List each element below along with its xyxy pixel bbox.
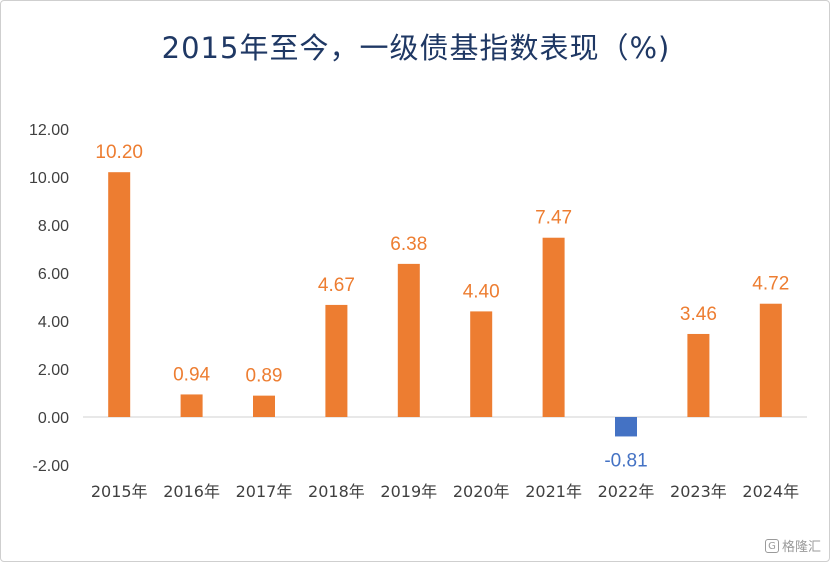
y-tick-label: -2.00 — [33, 458, 70, 475]
x-tick-label: 2024年 — [742, 482, 799, 501]
x-tick-label: 2015年 — [91, 482, 148, 501]
data-label: 7.47 — [535, 208, 572, 229]
x-tick-label: 2019年 — [380, 482, 437, 501]
data-label: 0.89 — [246, 366, 283, 387]
bar — [325, 304, 348, 417]
y-tick-label: 0.00 — [38, 410, 69, 427]
y-tick-label: 8.00 — [38, 218, 69, 235]
y-tick-label: 2.00 — [38, 362, 69, 379]
chart-title: 2015年至今，一级债基指数表现（%) — [161, 31, 671, 65]
data-label: -0.81 — [604, 450, 647, 471]
x-tick-label: 2022年 — [598, 482, 655, 501]
bar — [615, 417, 637, 437]
x-tick-label: 2023年 — [670, 482, 727, 501]
x-tick-label: 2021年 — [525, 482, 582, 501]
data-label: 4.72 — [752, 274, 789, 295]
bar — [759, 303, 782, 417]
x-tick-label: 2016年 — [163, 482, 220, 501]
bar — [397, 263, 420, 417]
watermark: G 格隆汇 — [764, 536, 821, 555]
x-tick-label: 2017年 — [236, 482, 293, 501]
bar — [542, 237, 565, 417]
bar — [253, 395, 275, 417]
x-tick-label: 2018年 — [308, 482, 365, 501]
bar — [470, 311, 493, 417]
x-tick-label: 2020年 — [453, 482, 510, 501]
data-label: 6.38 — [390, 234, 427, 255]
y-tick-label: 6.00 — [38, 266, 69, 283]
bar — [180, 394, 203, 417]
data-label: 4.67 — [318, 275, 355, 296]
watermark-logo-icon: G — [764, 538, 779, 553]
watermark-text: 格隆汇 — [781, 540, 821, 555]
y-tick-label: 4.00 — [38, 314, 69, 331]
data-label: 3.46 — [680, 304, 717, 325]
bar — [687, 333, 710, 417]
y-tick-label: 12.00 — [29, 122, 69, 139]
data-label: 10.20 — [95, 142, 143, 163]
bar — [108, 172, 131, 417]
data-label: 0.94 — [173, 364, 210, 385]
data-label: 4.40 — [463, 281, 500, 302]
y-tick-label: 10.00 — [29, 170, 69, 187]
